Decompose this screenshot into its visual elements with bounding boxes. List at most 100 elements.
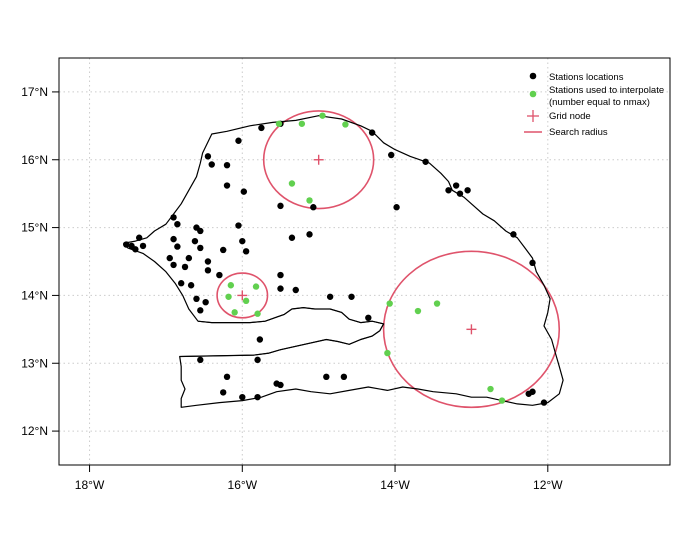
station-point [170, 261, 177, 269]
station-point [202, 299, 209, 306]
station-point [166, 254, 173, 262]
station-point [204, 258, 212, 265]
search-radius-circle [216, 272, 269, 319]
grid-node-marker [466, 324, 477, 335]
station-point [340, 373, 348, 381]
x-tick-label: 12°W [533, 478, 563, 492]
y-tick-label: 14°N [21, 288, 48, 302]
x-tick-label: 16°W [228, 478, 258, 492]
station-point [132, 246, 139, 253]
station-point [191, 237, 199, 245]
used-station-point [275, 120, 283, 127]
used-station-point [227, 282, 235, 289]
station-point [326, 293, 334, 300]
station-point [456, 190, 464, 197]
used-station-point [433, 300, 441, 307]
search-radius-circles [216, 110, 561, 409]
station-point [187, 282, 195, 289]
station-point [139, 242, 147, 250]
used-station-point [298, 120, 306, 127]
station-point [174, 243, 181, 250]
station-point [216, 271, 223, 279]
station-point [310, 204, 317, 211]
station-point [256, 336, 264, 343]
legend-grid-node-label: Grid node [549, 111, 591, 122]
legend-used-symbol [529, 90, 537, 98]
used-station-point [384, 349, 391, 357]
station-point [223, 373, 231, 381]
station-point [254, 356, 261, 364]
station-point [204, 153, 212, 160]
station-point [239, 393, 246, 401]
senegal-border [123, 115, 564, 408]
station-point [235, 222, 242, 229]
station-point [445, 187, 452, 194]
station-point [235, 137, 242, 144]
legend: Stations locations Stations used to inte… [524, 72, 664, 138]
y-tick-label: 12°N [21, 424, 48, 438]
used-station-point [231, 309, 238, 316]
used-station-point [242, 297, 250, 305]
station-point [170, 214, 177, 221]
x-tick-label: 18°W [75, 478, 105, 492]
search-radius-circle [382, 250, 561, 409]
station-point [254, 393, 261, 401]
y-axis: 12°N 13°N 14°N 15°N 16°N 17°N [21, 85, 59, 438]
used-station-point [252, 283, 260, 290]
legend-station-label: Stations locations [549, 72, 624, 83]
station-point [170, 235, 177, 243]
station-point [258, 124, 265, 132]
x-axis: 18°W 16°W 14°W 12°W [75, 465, 563, 492]
search-radius-circle [262, 110, 375, 210]
station-point [288, 234, 296, 241]
station-points [123, 120, 548, 406]
used-station-point [254, 310, 261, 317]
station-point [422, 158, 429, 165]
station-point [388, 151, 395, 159]
legend-station-symbol [529, 72, 537, 80]
station-point [197, 244, 204, 252]
station-point [135, 234, 143, 241]
grid-node-marker [237, 290, 248, 301]
station-point [306, 231, 313, 238]
station-point [123, 241, 130, 248]
grid-node-markers [237, 154, 477, 335]
station-point [529, 388, 536, 395]
station-point [452, 182, 460, 189]
station-point [368, 129, 376, 136]
station-point [178, 280, 185, 287]
used-station-points [225, 112, 506, 404]
used-station-point [498, 397, 506, 404]
station-point [197, 307, 204, 314]
used-station-point [414, 307, 422, 315]
station-point [510, 231, 517, 238]
station-point [277, 285, 284, 292]
station-point [292, 286, 299, 294]
used-station-point [288, 180, 296, 187]
station-point [185, 254, 193, 262]
legend-search-radius-label: Search radius [549, 127, 608, 138]
station-point [529, 259, 536, 267]
station-point [197, 356, 204, 364]
station-point [181, 263, 189, 271]
y-tick-label: 17°N [21, 85, 48, 99]
used-station-point [319, 112, 326, 119]
used-station-point [225, 293, 232, 300]
station-point [242, 248, 250, 255]
legend-grid-node-symbol [527, 110, 539, 122]
station-point [393, 204, 400, 211]
station-point [174, 220, 181, 228]
used-station-point [342, 121, 349, 128]
station-point [223, 182, 231, 189]
station-point [220, 389, 227, 396]
station-point [204, 267, 212, 274]
station-point [239, 237, 246, 245]
station-point [197, 227, 204, 235]
gambia-border [179, 307, 385, 357]
y-tick-label: 13°N [21, 356, 48, 370]
y-tick-label: 16°N [21, 153, 48, 167]
used-station-point [487, 385, 494, 393]
station-point [323, 373, 330, 381]
station-point [540, 399, 548, 406]
station-point [193, 295, 200, 303]
